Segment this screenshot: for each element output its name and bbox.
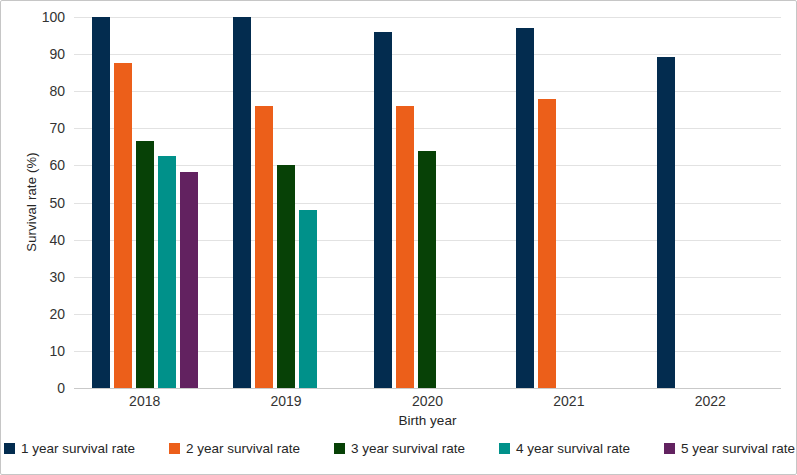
legend-swatch-icon: [499, 443, 510, 454]
bar-group-2019: [215, 17, 356, 388]
legend-swatch-icon: [664, 443, 675, 454]
x-axis-tick-labels: 20182019202020212022: [74, 393, 781, 409]
x-tick-label: 2018: [74, 393, 215, 409]
bar-group-2022: [640, 17, 781, 388]
bar: [396, 106, 414, 388]
x-axis-line: [74, 388, 781, 389]
bar: [538, 99, 556, 388]
x-tick-label: 2022: [640, 393, 781, 409]
legend-item: 5 year survival rate: [664, 441, 795, 456]
legend-label: 4 year survival rate: [516, 441, 630, 456]
legend-label: 2 year survival rate: [186, 441, 300, 456]
y-tick-label: 40: [1, 232, 65, 248]
y-tick-label: 20: [1, 306, 65, 322]
chart-frame: Survival rate (%) 0102030405060708090100…: [0, 0, 797, 475]
y-tick-label: 60: [1, 157, 65, 173]
bar: [277, 165, 295, 388]
bar-group-2021: [498, 17, 639, 388]
y-axis-tick-labels: 0102030405060708090100: [1, 17, 65, 388]
y-tick-label: 70: [1, 120, 65, 136]
bar: [233, 17, 251, 388]
bar: [516, 28, 534, 388]
legend-label: 3 year survival rate: [351, 441, 465, 456]
y-tick-label: 0: [1, 380, 65, 396]
bar-group-2018: [74, 17, 215, 388]
bar: [180, 172, 198, 388]
legend-swatch-icon: [4, 443, 15, 454]
bar: [418, 151, 436, 388]
legend-item: 1 year survival rate: [4, 441, 135, 456]
bar-group-2020: [357, 17, 498, 388]
y-tick-label: 50: [1, 195, 65, 211]
bar: [657, 57, 675, 388]
legend-label: 5 year survival rate: [681, 441, 795, 456]
bar: [374, 32, 392, 388]
bar: [92, 17, 110, 388]
plot-area: [74, 17, 781, 388]
x-tick-label: 2021: [498, 393, 639, 409]
bar: [114, 63, 132, 388]
legend: 1 year survival rate 2 year survival rate…: [1, 441, 797, 456]
legend-swatch-icon: [334, 443, 345, 454]
bar: [255, 106, 273, 388]
legend-item: 4 year survival rate: [499, 441, 630, 456]
y-tick-label: 90: [1, 46, 65, 62]
y-tick-label: 100: [1, 9, 65, 25]
y-tick-label: 10: [1, 343, 65, 359]
bar: [158, 156, 176, 388]
bar: [299, 210, 317, 388]
y-tick-label: 80: [1, 83, 65, 99]
x-tick-label: 2020: [357, 393, 498, 409]
legend-item: 2 year survival rate: [169, 441, 300, 456]
legend-label: 1 year survival rate: [21, 441, 135, 456]
x-tick-label: 2019: [215, 393, 356, 409]
x-axis-title: Birth year: [74, 413, 781, 428]
legend-item: 3 year survival rate: [334, 441, 465, 456]
legend-swatch-icon: [169, 443, 180, 454]
y-tick-label: 30: [1, 269, 65, 285]
bar: [136, 141, 154, 388]
